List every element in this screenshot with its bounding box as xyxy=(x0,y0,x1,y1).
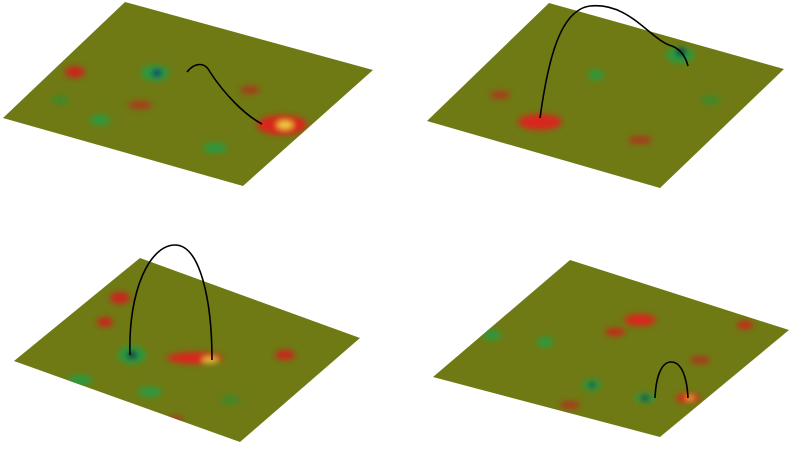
plane xyxy=(14,258,360,442)
panel xyxy=(433,260,789,437)
field-line xyxy=(539,5,689,119)
panel xyxy=(14,244,360,442)
magnetogram xyxy=(51,65,307,153)
magnetogram xyxy=(68,292,295,424)
magnetogram xyxy=(490,47,720,144)
panel xyxy=(3,2,373,186)
field-line xyxy=(129,244,213,361)
plane xyxy=(427,3,784,188)
panel xyxy=(427,3,784,188)
plane xyxy=(433,260,789,437)
field-line xyxy=(186,63,263,125)
field-line xyxy=(654,361,689,399)
plane xyxy=(3,2,373,186)
